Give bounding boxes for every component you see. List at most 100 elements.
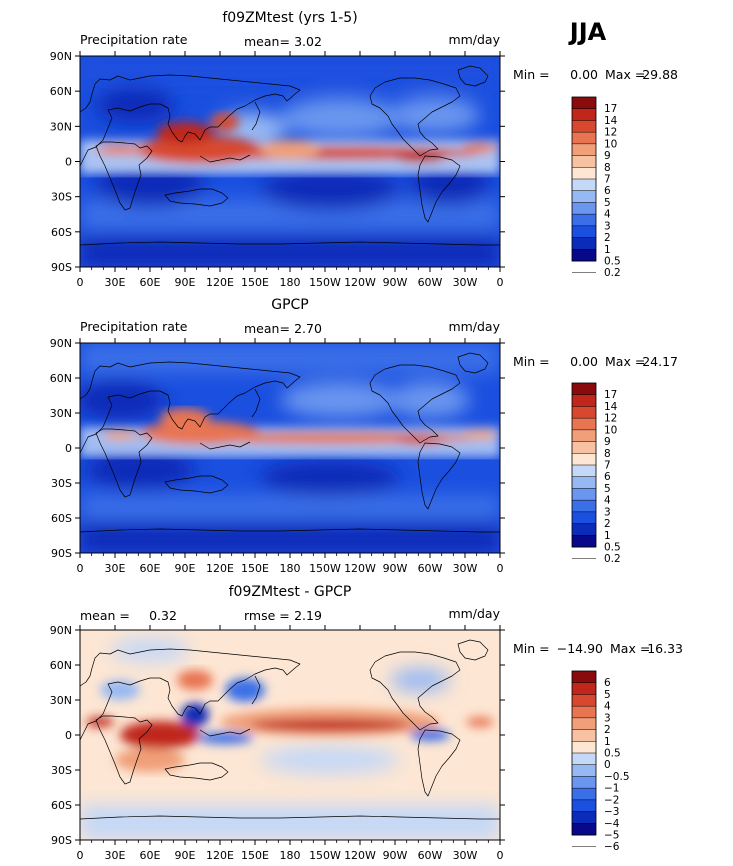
panel-difference: f09ZMtest - GPCP mean = 0.32 rmse = 2.19…	[50, 584, 683, 862]
lon-label: 90E	[175, 276, 196, 289]
colorbar-label: 6	[604, 677, 611, 689]
lon-label: 0	[497, 562, 504, 575]
lon-label: 90E	[175, 562, 196, 575]
lon-label: 150W	[309, 562, 341, 575]
lat-label: 60N	[50, 372, 72, 385]
colorbar-label: −6	[604, 841, 620, 853]
colorbar-label: 17	[604, 389, 617, 401]
season-label: JJA	[568, 18, 607, 46]
colorbar-swatch	[572, 823, 596, 836]
lon-label: 150E	[241, 562, 269, 575]
lon-label: 150W	[309, 849, 341, 862]
coastlines	[79, 639, 500, 820]
lat-label: 30S	[51, 477, 72, 490]
colorbar-label: 6	[604, 471, 611, 483]
min-value: 0.00	[570, 354, 598, 369]
map-axes: 90N 60N 30N 0 30S 60S 90S 0 30E 60E 90E 120E 150E 180…	[50, 337, 505, 575]
lat-label: 60S	[51, 226, 72, 239]
colorbar-swatch	[572, 764, 596, 777]
colorbar-swatch	[572, 225, 596, 238]
colorbar-label: −3	[604, 806, 619, 818]
colorbar-swatch	[572, 453, 596, 466]
lat-label: 30N	[50, 120, 72, 133]
colorbar-label: 3	[604, 712, 611, 724]
colorbar-label: 14	[604, 401, 618, 413]
min-value: 0.00	[570, 67, 598, 82]
lon-label: 150E	[241, 849, 269, 862]
colorbar-label: 14	[604, 115, 618, 127]
min-label: Min =	[513, 641, 550, 656]
colorbar-swatch	[572, 155, 596, 168]
lon-label: 120E	[206, 562, 234, 575]
colorbar-label: 3	[604, 220, 611, 232]
panel-title: f09ZMtest (yrs 1-5)	[222, 10, 357, 26]
colorbar-label: 5	[604, 483, 611, 495]
colorbar-label: 0.5	[604, 256, 621, 268]
colorbar-swatch	[572, 120, 596, 133]
colorbar-swatch	[572, 511, 596, 524]
min-label: Min =	[513, 67, 550, 82]
max-label: Max =	[605, 354, 645, 369]
lat-label: 90S	[51, 547, 72, 560]
map-axes: 90N 60N 30N 0 30S 60S 90S 0 30E 60E 90E 120E 150E 180…	[50, 624, 505, 862]
lon-label: 60E	[140, 849, 161, 862]
lon-label: 180	[280, 849, 301, 862]
colorbar-label: 0	[604, 759, 611, 771]
units-label: mm/day	[448, 606, 500, 621]
max-label: Max =	[605, 67, 645, 82]
colorbar-swatch	[572, 729, 596, 742]
panel-observation: GPCP Precipitation rate mean= 2.70 mm/da…	[50, 297, 678, 575]
colorbar-label: 0.2	[604, 553, 621, 565]
lon-label: 120W	[344, 849, 376, 862]
colorbar-swatch	[572, 776, 596, 789]
colorbar-swatch	[572, 717, 596, 730]
colorbar-label: 10	[604, 138, 617, 150]
colorbar-swatch	[572, 202, 596, 215]
coastlines	[79, 65, 500, 246]
lat-label: 60N	[50, 659, 72, 672]
lat-label: 90S	[51, 261, 72, 274]
coastlines	[79, 352, 500, 533]
colorbar-label: −1	[604, 783, 619, 795]
mean-value: 2.70	[294, 321, 322, 336]
lon-label: 150W	[309, 276, 341, 289]
lon-label: 180	[280, 562, 301, 575]
lon-label: 150E	[241, 276, 269, 289]
lon-label: 180	[280, 276, 301, 289]
colorbar-swatch	[572, 132, 596, 145]
colorbar-label: 2	[604, 724, 611, 736]
colorbar-swatch	[572, 465, 596, 478]
colorbar-label: 9	[604, 436, 611, 448]
lon-label: 90W	[383, 849, 408, 862]
lon-label: 120W	[344, 562, 376, 575]
colorbar-swatch	[572, 237, 596, 250]
lon-label: 30E	[105, 849, 126, 862]
lon-label: 0	[77, 276, 84, 289]
lon-label: 120W	[344, 276, 376, 289]
lon-label: 0	[497, 276, 504, 289]
colorbar-swatch	[572, 429, 596, 442]
colorbar-label: 6	[604, 185, 611, 197]
mean-value: 3.02	[294, 34, 322, 49]
variable-label: Precipitation rate	[80, 319, 188, 334]
rmse-label: rmse =	[244, 608, 290, 623]
colorbar-label: 5	[604, 197, 611, 209]
colorbar-label: −0.5	[604, 771, 630, 783]
lat-label: 30N	[50, 407, 72, 420]
colorbar-swatch	[572, 214, 596, 227]
lat-label: 30S	[51, 764, 72, 777]
mean-value: 0.32	[149, 608, 177, 623]
map-field	[80, 630, 500, 840]
panel-title: GPCP	[271, 297, 309, 313]
units-label: mm/day	[448, 32, 500, 47]
colorbar-label: 8	[604, 162, 611, 174]
colorbar-swatch	[572, 753, 596, 766]
colorbar-swatch	[572, 406, 596, 419]
lat-label: 60S	[51, 799, 72, 812]
max-label: Max =	[610, 641, 650, 656]
colorbar-label: 1	[604, 736, 611, 748]
colorbar-swatch	[572, 249, 596, 262]
colorbar-label: 1	[604, 530, 611, 542]
max-value: 16.33	[647, 641, 683, 656]
